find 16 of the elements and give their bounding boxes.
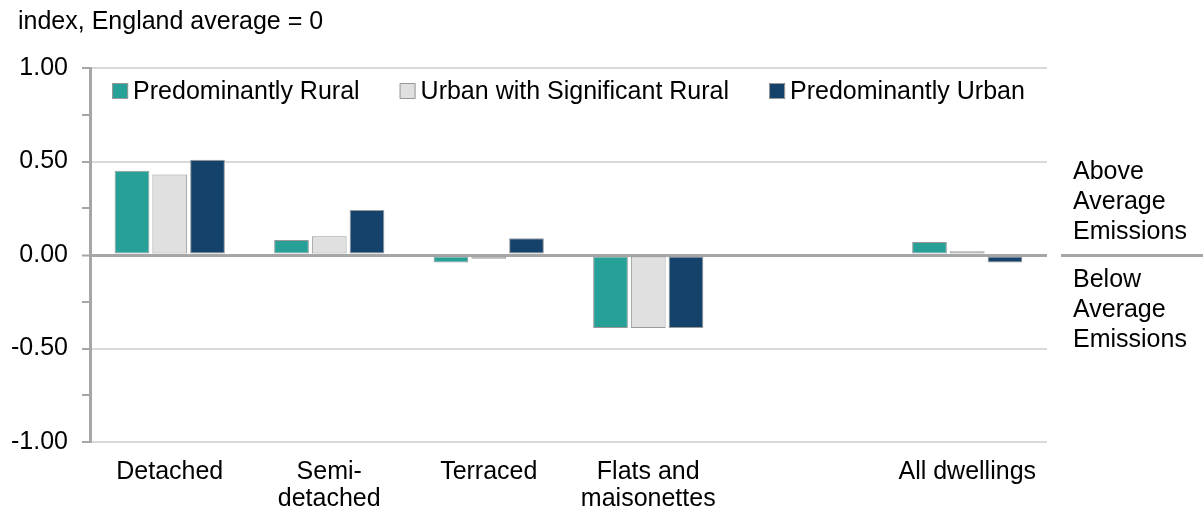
text: Above Average Emissions (1073, 155, 1188, 245)
y-tick-label: 1.00 (19, 51, 68, 80)
y-axis-title: index, England average = 0 (18, 6, 324, 34)
x-tick-label: Semi-detached (277, 455, 381, 512)
x-tick-label: Flats and maisonettes (580, 455, 716, 512)
y-tick-label: -0.50 (11, 332, 68, 361)
legend-label: Predominantly Urban (790, 75, 1025, 104)
text: Below Average Emissions (1073, 263, 1188, 353)
x-tick-label: Detached (116, 455, 224, 484)
y-tick-label: -1.00 (11, 425, 68, 454)
y-tick-label: 0.50 (19, 145, 68, 174)
y-tick-label: 0.00 (19, 238, 68, 267)
legend-label: Urban with Significant Rural (420, 75, 730, 104)
legend-label: Predominantly Rural (133, 75, 360, 104)
x-tick-label: All dwellings (898, 455, 1037, 484)
x-tick-label: Terraced (440, 455, 538, 484)
